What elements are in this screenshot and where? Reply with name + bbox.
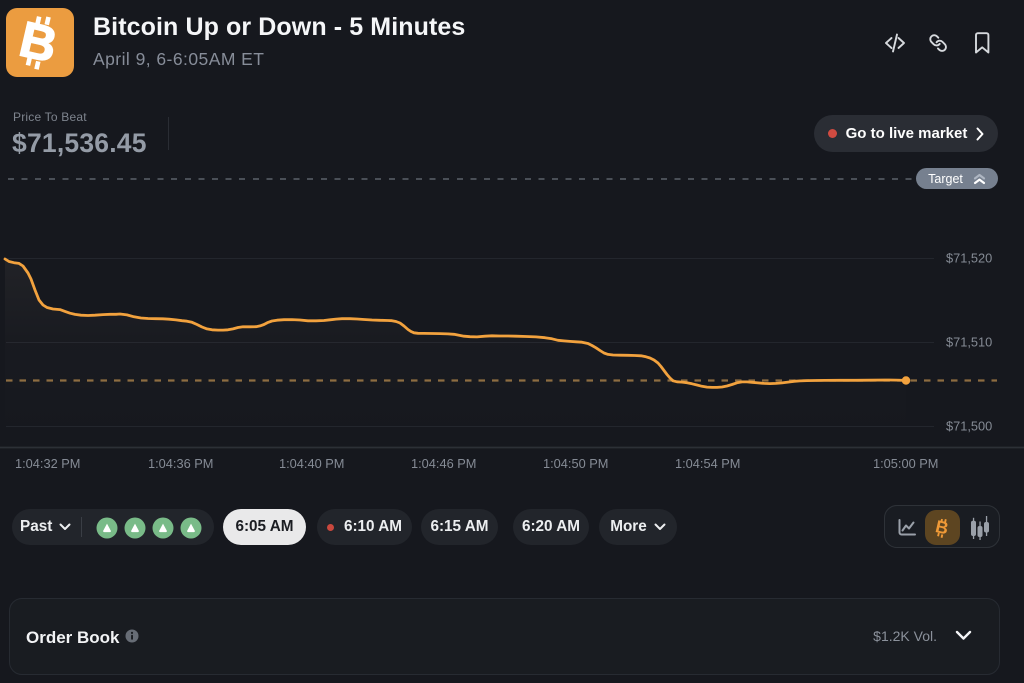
svg-text:1:04:40 PM: 1:04:40 PM bbox=[279, 456, 344, 471]
svg-text:$71,500: $71,500 bbox=[946, 419, 992, 434]
svg-text:1:05:00 PM: 1:05:00 PM bbox=[873, 456, 938, 471]
svg-text:1:04:50 PM: 1:04:50 PM bbox=[543, 456, 608, 471]
svg-text:$71,520: $71,520 bbox=[946, 251, 992, 266]
svg-text:1:04:36 PM: 1:04:36 PM bbox=[148, 456, 213, 471]
svg-text:$71,510: $71,510 bbox=[946, 335, 992, 350]
svg-text:1:04:32 PM: 1:04:32 PM bbox=[15, 456, 80, 471]
svg-text:1:04:46 PM: 1:04:46 PM bbox=[411, 456, 476, 471]
svg-text:B: B bbox=[934, 516, 951, 538]
svg-text:1:04:54 PM: 1:04:54 PM bbox=[675, 456, 740, 471]
